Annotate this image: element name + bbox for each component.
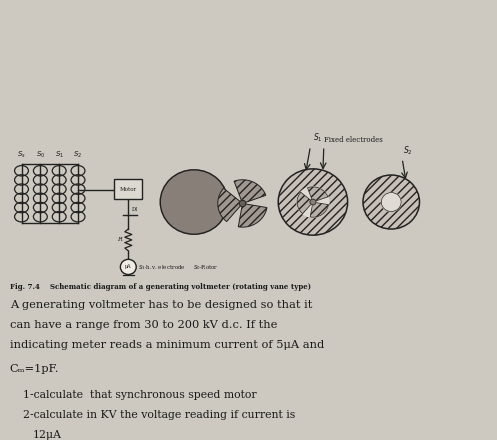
Text: $S_1$: $S_1$ xyxy=(55,150,64,160)
Polygon shape xyxy=(234,180,266,203)
Circle shape xyxy=(278,169,347,235)
Text: $S_0$: $S_0$ xyxy=(36,150,45,160)
Text: $S_2$: $S_2$ xyxy=(403,144,413,157)
Circle shape xyxy=(363,175,419,229)
Text: 12μA: 12μA xyxy=(33,430,62,440)
Text: $S_0$-Rotor: $S_0$-Rotor xyxy=(193,264,218,272)
Circle shape xyxy=(160,170,228,234)
Text: μA: μA xyxy=(125,264,132,269)
Text: R: R xyxy=(117,238,121,242)
Text: $S_1$: $S_1$ xyxy=(313,132,323,144)
Text: $S_s$: $S_s$ xyxy=(17,150,26,160)
Text: Cₘ=1pF.: Cₘ=1pF. xyxy=(9,363,59,374)
Text: Motor: Motor xyxy=(120,187,137,192)
Circle shape xyxy=(381,193,401,212)
Text: 2-calculate in KV the voltage reading if current is: 2-calculate in KV the voltage reading if… xyxy=(23,410,295,420)
Circle shape xyxy=(240,200,246,206)
Text: $S_2$: $S_2$ xyxy=(74,150,83,160)
Circle shape xyxy=(120,259,136,275)
Text: DI: DI xyxy=(132,207,138,212)
Text: Fixed electrodes: Fixed electrodes xyxy=(324,136,383,144)
Polygon shape xyxy=(310,202,329,217)
Text: can have a range from 30 to 200 kV d.c. If the: can have a range from 30 to 200 kV d.c. … xyxy=(9,320,277,330)
Polygon shape xyxy=(297,192,313,214)
FancyBboxPatch shape xyxy=(114,179,143,199)
Circle shape xyxy=(297,187,329,217)
Text: indicating meter reads a minimum current of 5μA and: indicating meter reads a minimum current… xyxy=(9,340,324,350)
Polygon shape xyxy=(308,187,328,202)
Polygon shape xyxy=(238,203,267,227)
Text: 1-calculate  that synchronous speed motor: 1-calculate that synchronous speed motor xyxy=(23,390,256,400)
Polygon shape xyxy=(218,188,243,222)
Text: Fig. 7.4    Schematic diagram of a generating voltmeter (rotating vane type): Fig. 7.4 Schematic diagram of a generati… xyxy=(9,282,311,290)
Text: A generating voltmeter has to be designed so that it: A generating voltmeter has to be designe… xyxy=(9,300,312,310)
Text: $S_3$-h.v. electrode: $S_3$-h.v. electrode xyxy=(138,264,186,272)
Circle shape xyxy=(310,199,316,205)
